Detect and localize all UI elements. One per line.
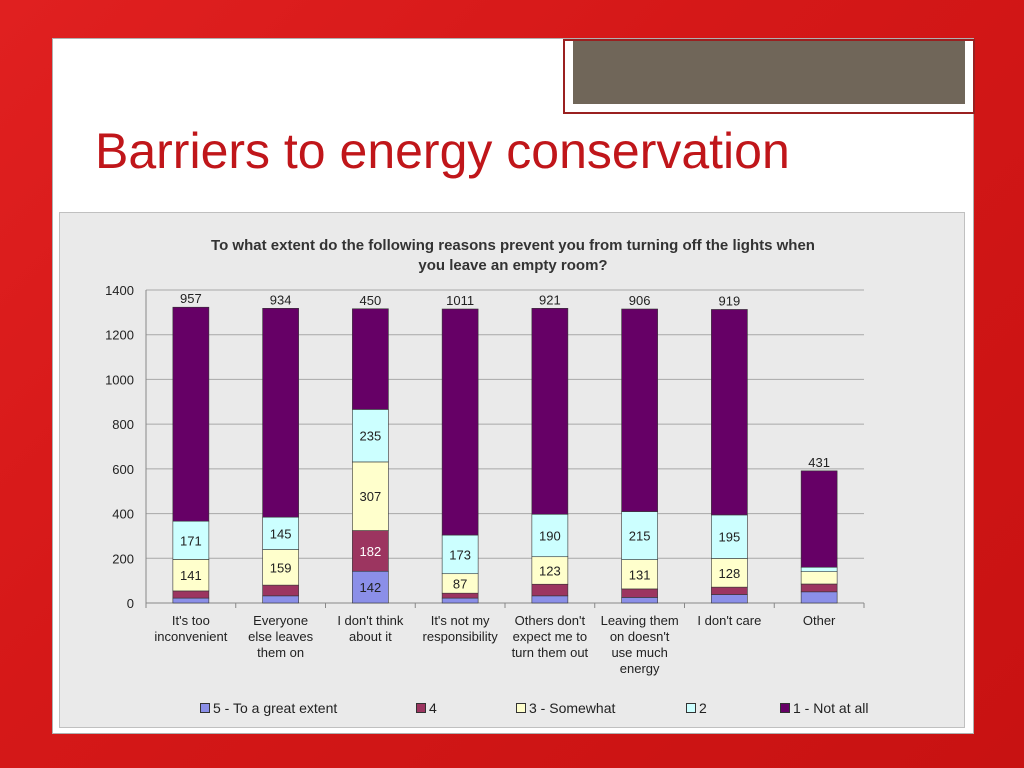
bar-segment [800,566,838,573]
data-label: 182 [360,544,382,559]
bar-segment [441,308,479,536]
bar-segment [262,584,299,597]
bar-segment [172,597,210,604]
bar-segment [262,516,299,550]
data-label: 235 [360,429,382,444]
data-label: 934 [270,292,292,307]
data-label: 190 [539,528,561,543]
bar-segment [262,549,299,586]
data-label: 431 [808,455,830,470]
bar-segment [531,513,569,558]
bar-segment [172,590,210,599]
legend-swatch [416,703,426,713]
legend-label: 3 - Somewhat [529,700,616,716]
legend-swatch [686,703,696,713]
data-label: 173 [449,547,471,562]
slide-title: Barriers to energy conservation [95,123,790,179]
bar-segment [352,308,389,410]
data-label: 159 [270,560,292,575]
bar-segment [621,511,658,560]
bar-segment [800,571,838,585]
data-label: 919 [719,293,741,308]
y-tick-label: 800 [112,417,134,432]
bar-segment [531,583,569,597]
bar-segment [711,594,748,604]
data-label: 131 [629,567,651,582]
legend-label: 1 - Not at all [793,700,869,716]
bar-segment [262,595,299,604]
bar-segment [621,597,658,604]
bar-segment [352,530,389,572]
data-label: 906 [629,293,651,308]
bar-segment [621,588,658,598]
y-tick-label: 1400 [105,283,134,298]
legend-swatch [780,703,790,713]
legend-item: 4 [416,700,437,716]
y-tick-label: 600 [112,462,134,477]
chart-frame [59,212,965,728]
x-tick-label: I don't think about it [337,613,404,644]
bar-segment [531,595,569,604]
x-tick-label: Other [803,613,836,628]
data-label: 450 [360,293,382,308]
x-tick-label: Leaving them on doesn't use much energy [601,613,679,676]
data-label: 145 [270,526,292,541]
y-tick-label: 400 [112,507,134,522]
bar-segment [352,461,389,531]
bar-segment [621,308,658,512]
data-label: 307 [360,489,382,504]
data-label: 195 [719,530,741,545]
photo-image [573,41,965,104]
bar-segment [800,470,838,568]
bar-segment [621,559,658,590]
bar-segment [711,309,748,516]
data-label: 141 [180,568,202,583]
bar-segment [800,591,838,604]
data-label: 171 [180,533,202,548]
legend-swatch [516,703,526,713]
bar-segment [711,586,748,595]
data-label: 215 [629,529,651,544]
x-tick-label: It's too inconvenient [154,613,227,644]
data-label: 921 [539,292,561,307]
legend-item: 2 [686,700,707,716]
x-tick-label: I don't care [697,613,761,628]
data-label: 957 [180,291,202,306]
bar-segment [441,534,479,575]
bar-segment [711,558,748,588]
bar-segment [531,308,569,515]
y-tick-label: 1200 [105,328,134,343]
data-label: 87 [453,576,467,591]
legend-swatch [200,703,210,713]
x-tick-label: It's not my responsibility [423,613,499,644]
bar-segment [441,592,479,599]
legend-item: 1 - Not at all [780,700,868,716]
data-label: 123 [539,563,561,578]
y-tick-label: 0 [127,596,134,611]
bar-segment [441,597,479,604]
data-label: 1011 [446,293,474,308]
bar-segment [172,520,210,560]
bar-segment [262,308,299,518]
photo-frame [563,39,975,114]
legend-item: 3 - Somewhat [516,700,615,716]
data-label: 142 [360,580,382,595]
bar-segment [531,556,569,585]
data-label: 128 [719,566,741,581]
legend-item: 5 - To a great extent [200,700,337,716]
legend-label: 4 [429,700,437,716]
bar-segment [352,570,389,604]
x-tick-label: Everyone else leaves them on [248,613,314,660]
x-tick-label: Others don't expect me to turn them out [512,613,589,660]
y-tick-label: 1000 [105,372,134,387]
chart-title: To what extent do the following reasons … [211,237,815,274]
bar-segment [800,583,838,593]
bar-segment [172,306,210,522]
legend-label: 2 [699,700,707,716]
y-tick-label: 200 [112,551,134,566]
legend-label: 5 - To a great extent [213,700,338,716]
chart-legend: 5 - To a great extent 4 3 - Somewhat 2 1 - N… [100,700,900,720]
